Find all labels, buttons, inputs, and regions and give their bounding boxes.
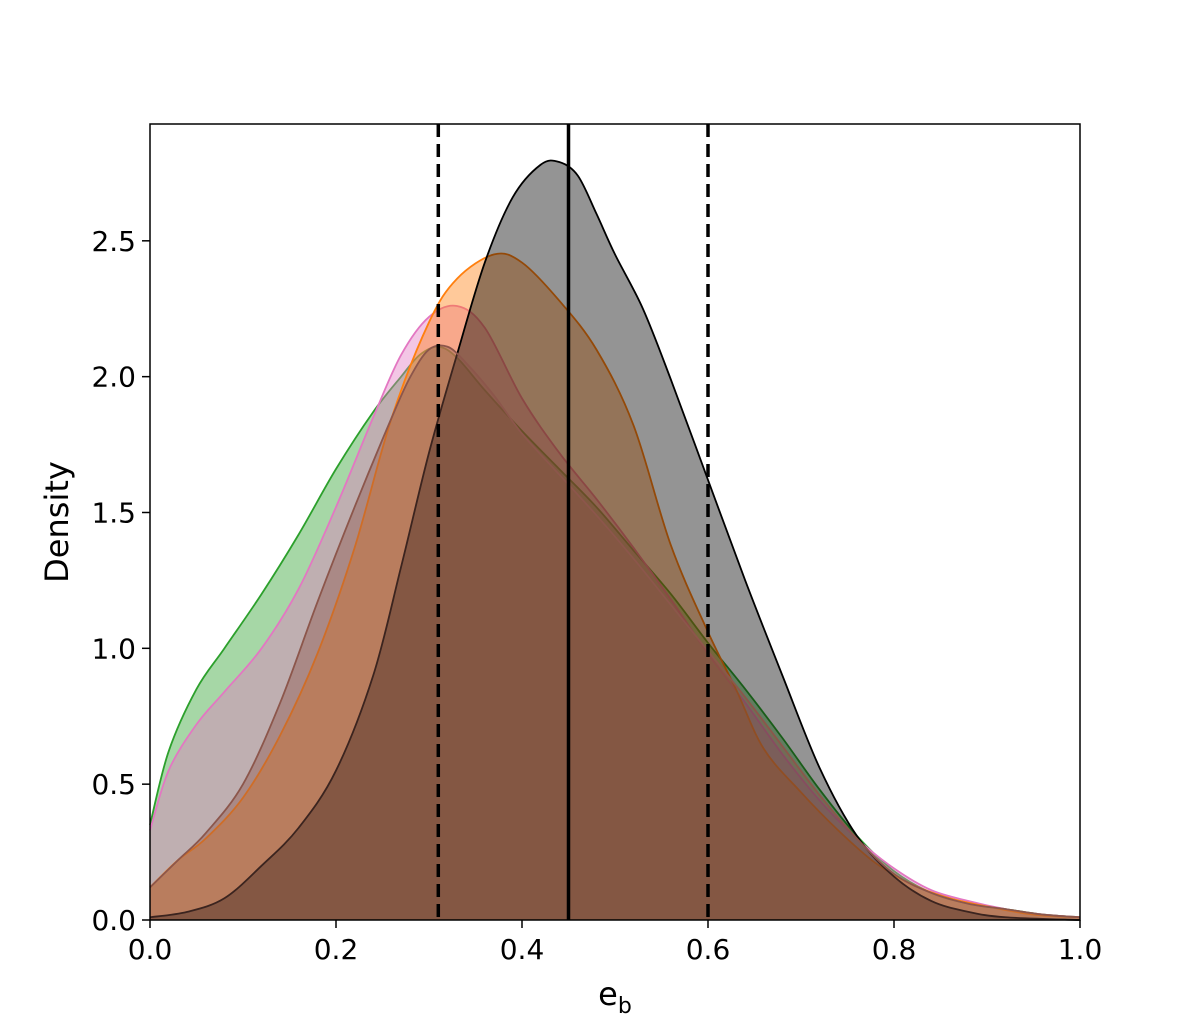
- density-series-layer: [149, 159, 1081, 921]
- x-tick-label: 0.4: [500, 933, 545, 966]
- density-curve-4: [149, 344, 1081, 919]
- x-tick-label: 0.2: [314, 933, 359, 966]
- x-tick-label: 0.0: [128, 933, 173, 966]
- y-tick-label: 1.5: [91, 496, 136, 529]
- x-axis-label-main: e: [598, 975, 618, 1013]
- x-axis-label: eb: [598, 975, 632, 1019]
- density-curve-2: [149, 252, 1081, 919]
- x-tick-label: 1.0: [1058, 933, 1103, 966]
- plot-frame: [149, 123, 1081, 921]
- y-tick-label: 2.5: [91, 225, 136, 258]
- y-axis-label: Density: [38, 461, 76, 583]
- density-area-1: [150, 305, 1080, 920]
- reference-lines-layer: [436, 124, 710, 920]
- x-tick-label: 0.8: [872, 933, 917, 966]
- density-area-3: [150, 160, 1080, 920]
- density-area-2: [150, 253, 1080, 920]
- y-tick-label: 0.5: [91, 768, 136, 801]
- density-curve-1: [149, 304, 1081, 919]
- density-curve-3: [149, 159, 1081, 921]
- density-area-0: [150, 346, 1080, 921]
- axis-ticks: 0.0 0.2 0.4 0.6 0.8 1.0 0.0 0.5 1.0 1.5 2.0 2.5: [91, 225, 1102, 966]
- x-axis-label-sub: b: [618, 994, 632, 1019]
- y-tick-label: 0.0: [91, 904, 136, 937]
- y-tick-label: 1.0: [91, 632, 136, 665]
- y-tick-label: 2.0: [91, 361, 136, 394]
- density-curve-0: [149, 345, 1081, 919]
- density-area-4: [150, 345, 1080, 920]
- x-tick-label: 0.6: [686, 933, 731, 966]
